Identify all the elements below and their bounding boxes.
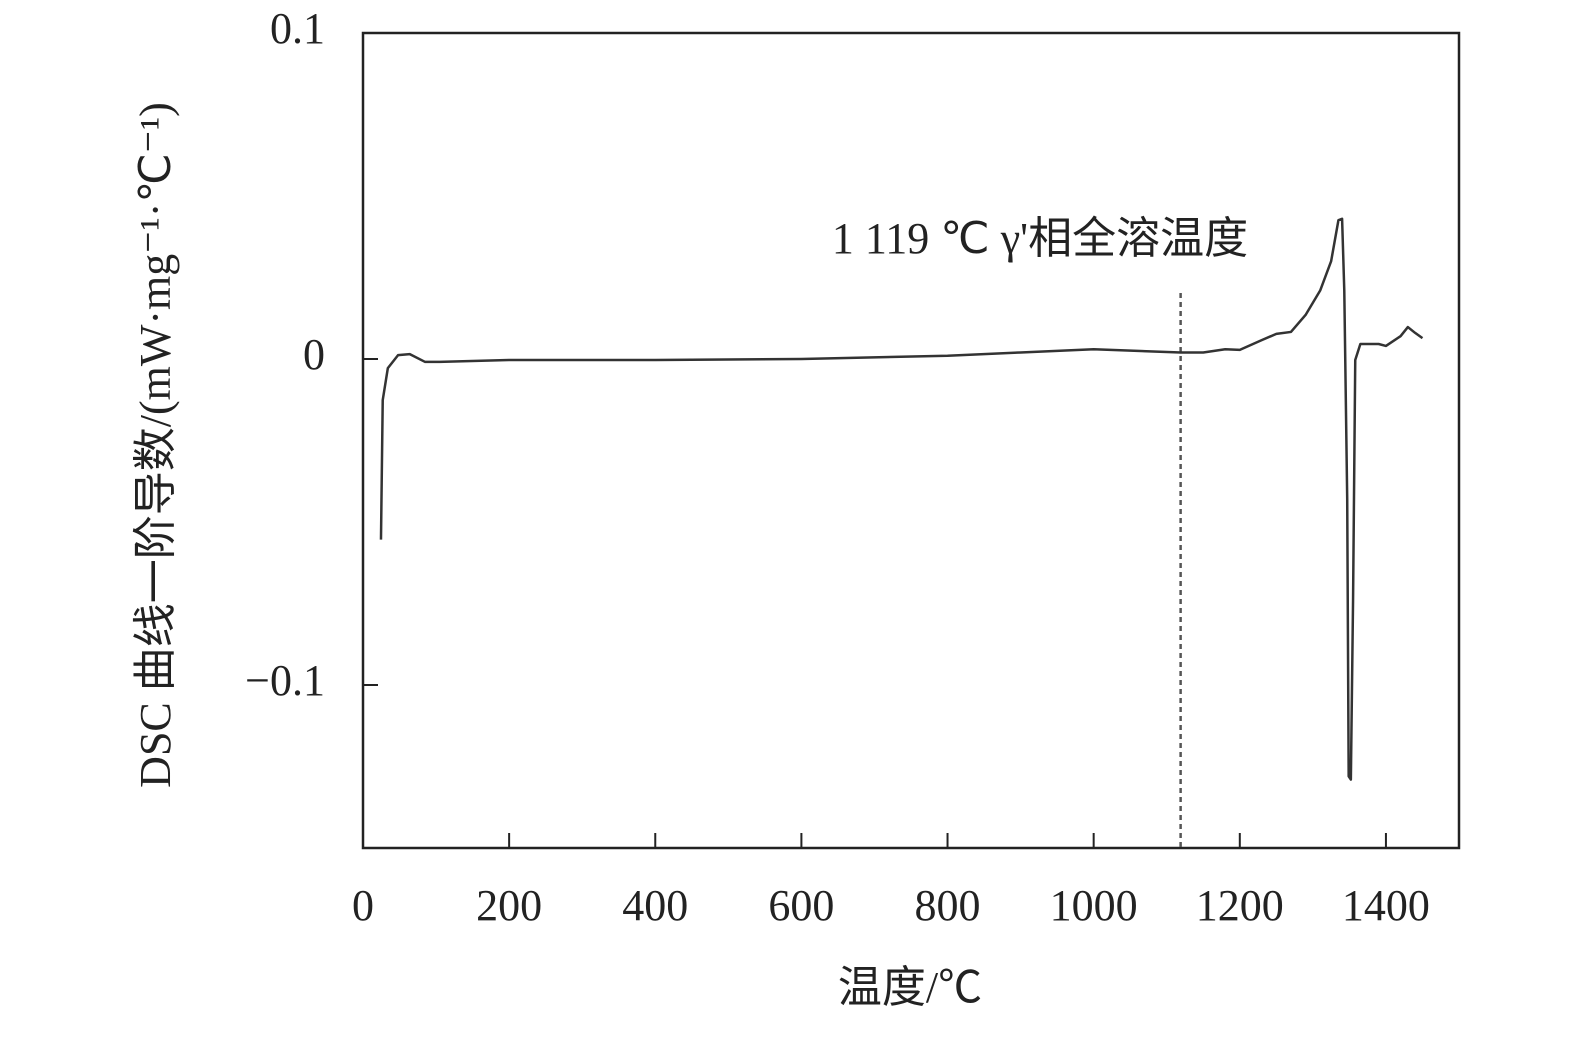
x-tick-label: 600: [768, 881, 834, 930]
y-tick-label: 0: [303, 330, 325, 379]
x-tick-label: 200: [476, 881, 542, 930]
x-tick-label: 1400: [1342, 881, 1430, 930]
plot-frame: [361, 31, 1461, 850]
annotation-text: 1 119 ℃ γ'相全溶温度: [832, 214, 1248, 263]
x-tick-label: 1000: [1050, 881, 1138, 930]
x-axis-label: 温度/℃: [838, 963, 982, 1012]
y-axis-label: DSC 曲线一阶导数/(mW·mg⁻¹·℃⁻¹): [131, 102, 180, 788]
x-tick-label: 1200: [1196, 881, 1284, 930]
y-tick-label: −0.1: [245, 656, 325, 705]
data-line: [379, 217, 1424, 781]
x-tick-label: 0: [352, 881, 374, 930]
x-tick-label: 400: [622, 881, 688, 930]
x-tick-label: 800: [915, 881, 981, 930]
y-tick-label: 0.1: [270, 4, 325, 53]
